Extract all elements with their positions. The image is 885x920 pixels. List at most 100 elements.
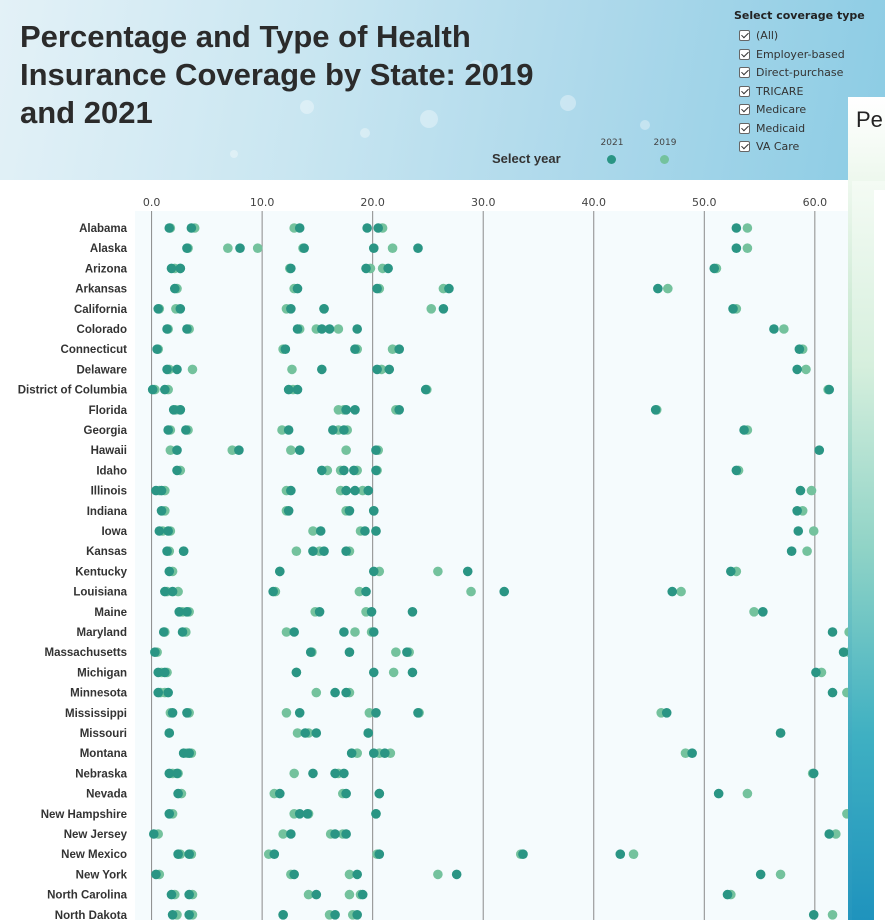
data-point-2021 [341, 829, 351, 839]
year-2019-dot[interactable] [660, 155, 669, 164]
data-point-2021 [167, 708, 178, 718]
data-point-2021 [363, 485, 374, 496]
decorative-bokeh [560, 95, 576, 111]
data-point-2021 [380, 748, 390, 758]
data-point-2021 [713, 788, 724, 799]
data-point-2021 [350, 344, 360, 354]
data-point-2021 [824, 384, 835, 395]
data-point-2021 [151, 869, 161, 880]
data-point-2021 [374, 849, 385, 859]
x-tick-label: 40.0 [582, 196, 607, 209]
data-point-2021 [357, 889, 368, 900]
data-point-2019 [742, 223, 753, 233]
data-point-2021 [317, 324, 327, 334]
checkbox-icon[interactable] [739, 48, 750, 60]
coverage-option-label: Employer-based [756, 47, 845, 61]
dashboard-header [0, 0, 885, 180]
year-2021-label[interactable]: 2021 [600, 138, 624, 148]
x-tick-label: 50.0 [692, 196, 717, 209]
data-point-2021 [175, 263, 186, 274]
data-point-2021 [373, 223, 383, 233]
data-point-2021 [341, 485, 351, 496]
data-point-2021 [154, 526, 165, 536]
data-point-2021 [317, 465, 327, 476]
data-point-2021 [371, 445, 381, 456]
data-point-2021 [314, 607, 325, 617]
checkbox-icon[interactable] [739, 85, 750, 97]
data-point-2021 [413, 243, 423, 253]
data-point-2021 [162, 364, 172, 375]
checkbox-icon[interactable] [739, 141, 750, 152]
data-point-2021 [394, 344, 404, 354]
data-point-2021 [324, 324, 335, 334]
data-point-2021 [160, 667, 170, 678]
data-point-2021 [184, 889, 194, 900]
data-point-2019 [387, 344, 398, 354]
data-point-2021 [292, 384, 303, 395]
checkbox-icon[interactable] [739, 122, 750, 134]
x-tick-label: 0.0 [143, 196, 161, 209]
data-point-2019 [281, 627, 292, 637]
data-point-2021 [184, 849, 194, 859]
data-point-2021 [169, 283, 180, 294]
data-point-2021 [368, 506, 379, 516]
data-point-2019 [801, 364, 811, 375]
data-point-2021 [792, 506, 802, 516]
data-point-2021 [181, 425, 191, 435]
data-point-2019 [341, 445, 351, 456]
data-point-2021 [499, 586, 510, 597]
data-point-2021 [824, 829, 835, 839]
data-point-2019 [311, 687, 322, 698]
state-label: Illinois [91, 486, 127, 498]
data-point-2021 [280, 344, 291, 354]
data-point-2021 [444, 283, 454, 294]
data-point-2019 [806, 485, 817, 496]
data-point-2019 [808, 526, 819, 536]
data-point-2021 [371, 708, 381, 718]
data-point-2019 [802, 546, 812, 556]
checkbox-icon[interactable] [739, 67, 750, 78]
state-label: North Carolina [47, 890, 127, 902]
data-point-2021 [182, 243, 192, 253]
data-point-2021 [374, 788, 385, 799]
data-point-2019 [223, 243, 233, 253]
data-point-2021 [838, 647, 848, 657]
data-point-2021 [269, 849, 280, 859]
data-point-2021 [294, 708, 305, 718]
data-point-2021 [147, 384, 158, 395]
data-point-2021 [175, 304, 186, 314]
data-point-2019 [742, 243, 753, 253]
state-label: Nevada [86, 789, 128, 801]
checkbox-icon[interactable] [739, 30, 750, 41]
data-point-2019 [165, 445, 176, 456]
data-point-2021 [302, 809, 313, 819]
decorative-bokeh [300, 100, 314, 114]
data-point-2021 [667, 586, 678, 597]
data-point-2021 [407, 667, 418, 678]
data-point-2021 [808, 768, 819, 779]
data-point-2021 [814, 445, 825, 456]
year-2019-label[interactable]: 2019 [653, 138, 677, 148]
data-point-2021 [173, 788, 183, 799]
data-point-2021 [341, 405, 351, 415]
year-2021-dot[interactable] [607, 155, 616, 164]
state-label: Hawaii [91, 445, 127, 457]
year-legend-label: Select year [492, 151, 561, 166]
data-point-2021 [344, 506, 355, 516]
data-point-2021 [167, 586, 178, 597]
data-point-2021 [172, 465, 182, 476]
data-point-2019 [354, 586, 365, 597]
checkbox-icon[interactable] [739, 104, 750, 115]
data-point-2021 [402, 647, 412, 657]
data-point-2021 [286, 485, 296, 496]
decorative-bokeh [470, 60, 482, 72]
state-label: Maryland [77, 627, 128, 639]
state-label: Kentucky [75, 566, 127, 578]
data-point-2021 [360, 526, 370, 536]
data-point-2019 [278, 829, 288, 839]
data-point-2021 [163, 425, 173, 435]
data-point-2021 [286, 304, 296, 314]
data-point-2021 [153, 687, 164, 698]
data-point-2019 [364, 708, 375, 718]
data-point-2021 [160, 384, 170, 395]
